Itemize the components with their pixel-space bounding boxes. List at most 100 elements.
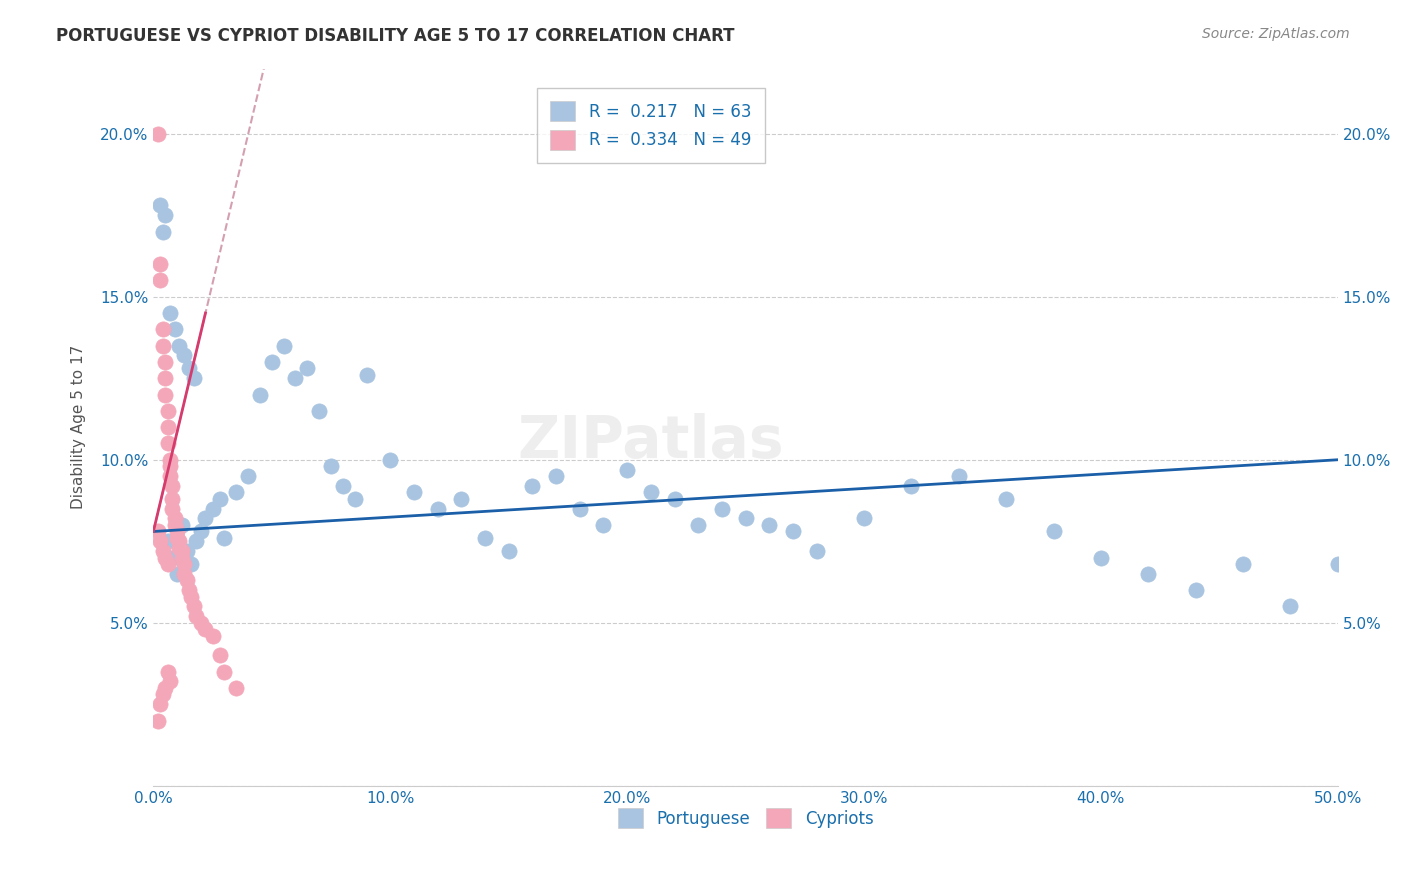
Point	[319, 459, 342, 474]
Point	[149, 198, 172, 212]
Point	[155, 208, 177, 222]
Point	[343, 491, 366, 506]
Point	[149, 534, 172, 549]
Point	[152, 322, 174, 336]
Text: Source: ZipAtlas.com: Source: ZipAtlas.com	[1202, 27, 1350, 41]
Point	[155, 371, 177, 385]
Point	[176, 544, 198, 558]
Point	[180, 557, 202, 571]
Legend: Portuguese, Cypriots: Portuguese, Cypriots	[612, 801, 880, 835]
Point	[450, 491, 472, 506]
Point	[170, 544, 193, 558]
Point	[308, 404, 330, 418]
Point	[170, 550, 193, 565]
Point	[176, 574, 198, 588]
Point	[152, 688, 174, 702]
Point	[156, 404, 179, 418]
Point	[162, 501, 184, 516]
Point	[146, 127, 169, 141]
Point	[664, 491, 686, 506]
Point	[169, 338, 191, 352]
Point	[190, 524, 212, 539]
Point	[146, 714, 169, 728]
Point	[159, 469, 181, 483]
Point	[208, 491, 231, 506]
Point	[166, 566, 188, 581]
Point	[273, 338, 295, 352]
Point	[900, 479, 922, 493]
Point	[616, 462, 638, 476]
Point	[183, 599, 205, 614]
Point	[995, 491, 1018, 506]
Point	[156, 534, 179, 549]
Point	[201, 629, 224, 643]
Point	[190, 615, 212, 630]
Point	[249, 387, 271, 401]
Point	[1326, 557, 1348, 571]
Point	[260, 355, 283, 369]
Point	[356, 368, 378, 382]
Point	[688, 518, 710, 533]
Point	[163, 322, 186, 336]
Point	[163, 518, 186, 533]
Point	[162, 550, 184, 565]
Point	[782, 524, 804, 539]
Point	[162, 491, 184, 506]
Point	[498, 544, 520, 558]
Point	[948, 469, 970, 483]
Point	[159, 306, 181, 320]
Point	[402, 485, 425, 500]
Point	[592, 518, 614, 533]
Point	[173, 557, 195, 571]
Point	[225, 681, 247, 695]
Point	[156, 436, 179, 450]
Point	[163, 511, 186, 525]
Point	[426, 501, 449, 516]
Point	[146, 524, 169, 539]
Point	[1184, 583, 1206, 598]
Point	[297, 361, 319, 376]
Point	[710, 501, 733, 516]
Point	[183, 371, 205, 385]
Point	[522, 479, 544, 493]
Point	[149, 698, 172, 712]
Point	[156, 420, 179, 434]
Point	[332, 479, 354, 493]
Point	[162, 479, 184, 493]
Point	[159, 674, 181, 689]
Point	[214, 531, 236, 545]
Point	[806, 544, 828, 558]
Point	[853, 511, 876, 525]
Point	[155, 550, 177, 565]
Point	[156, 557, 179, 571]
Point	[284, 371, 307, 385]
Point	[1090, 550, 1112, 565]
Point	[177, 583, 200, 598]
Text: ZIPatlas: ZIPatlas	[517, 413, 785, 470]
Point	[155, 355, 177, 369]
Point	[156, 665, 179, 679]
Point	[159, 452, 181, 467]
Point	[1232, 557, 1254, 571]
Point	[152, 544, 174, 558]
Point	[177, 361, 200, 376]
Point	[380, 452, 402, 467]
Point	[1279, 599, 1302, 614]
Point	[184, 534, 207, 549]
Point	[1042, 524, 1064, 539]
Point	[155, 387, 177, 401]
Point	[544, 469, 567, 483]
Point	[474, 531, 496, 545]
Point	[159, 459, 181, 474]
Point	[169, 534, 191, 549]
Point	[568, 501, 591, 516]
Point	[170, 518, 193, 533]
Point	[166, 531, 188, 545]
Point	[194, 511, 217, 525]
Point	[640, 485, 662, 500]
Point	[152, 338, 174, 352]
Point	[184, 609, 207, 624]
Point	[166, 524, 188, 539]
Point	[149, 273, 172, 287]
Point	[758, 518, 780, 533]
